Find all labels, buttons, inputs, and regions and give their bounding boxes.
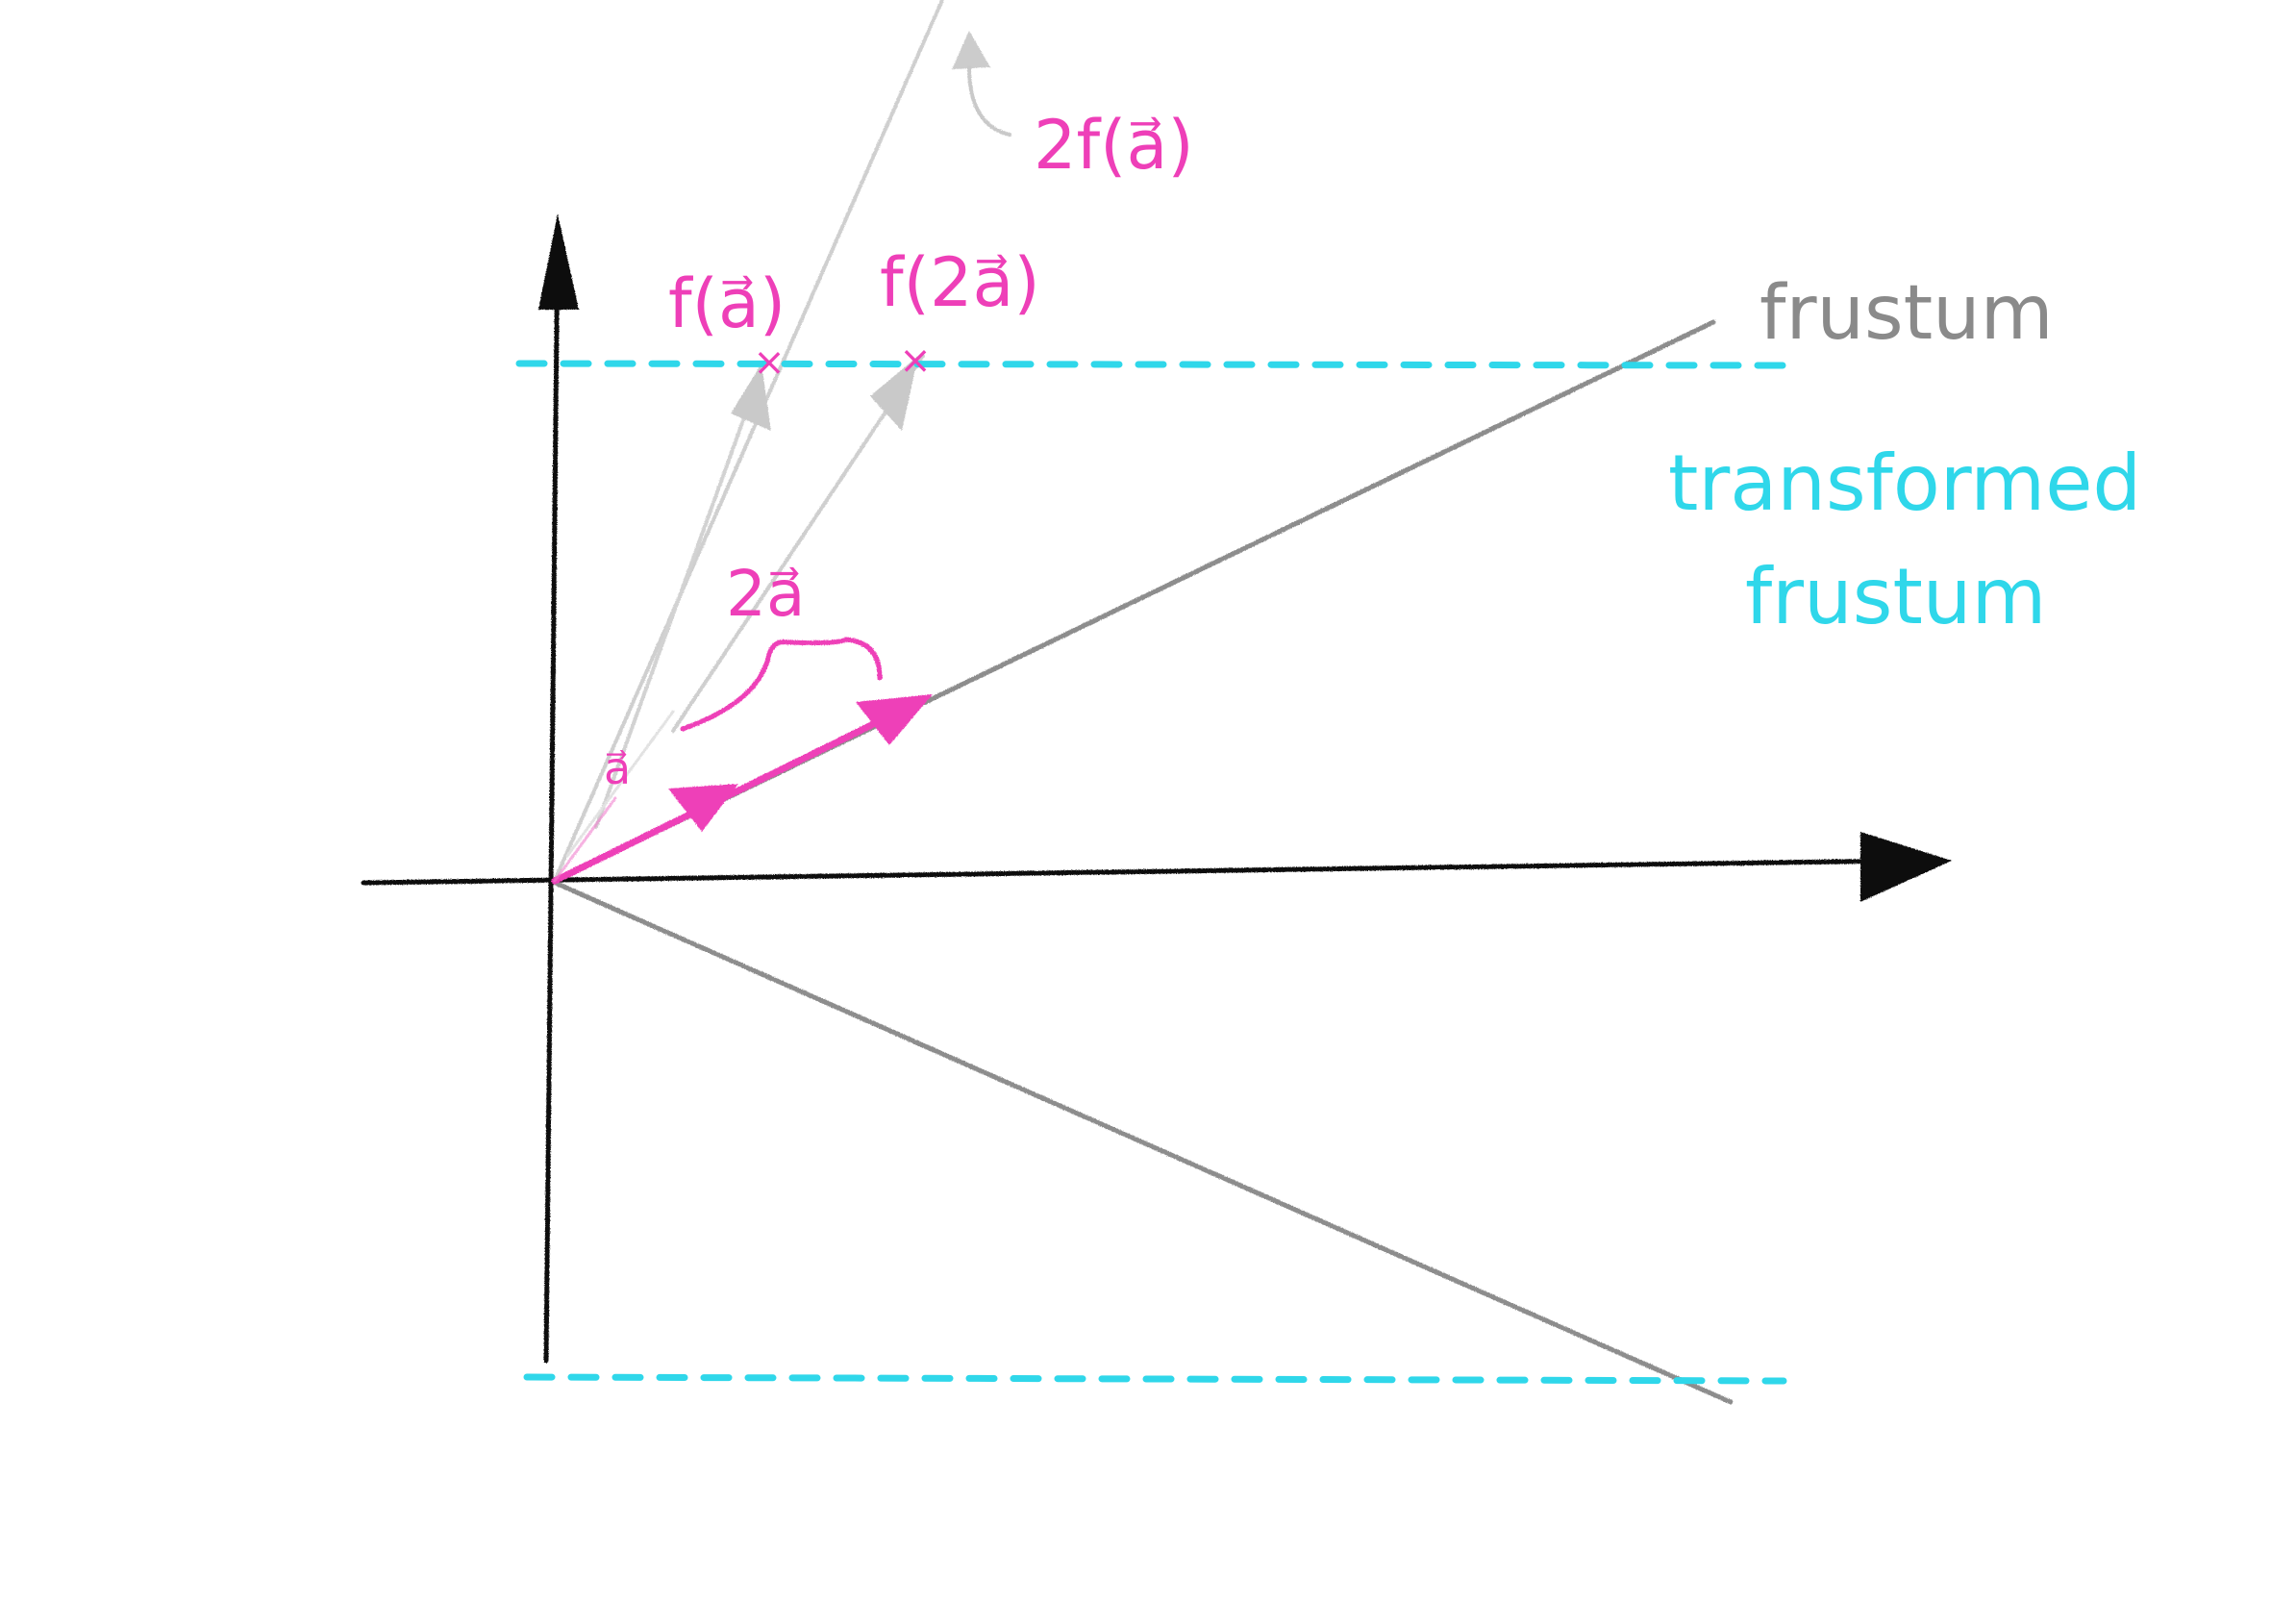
label-transformed: transformed	[1668, 439, 2141, 528]
f-2a-cross: ×	[899, 338, 932, 383]
vector-2a-arrowhead	[856, 694, 933, 745]
2f-a-pointer-curve	[969, 67, 1010, 135]
label-a: a⃗	[604, 742, 631, 794]
transformed-frustum-top	[519, 363, 1784, 365]
x-axis-arrowhead	[1860, 832, 1952, 902]
transformed-frustum-bottom	[527, 1377, 1784, 1381]
frustum-lower-edge	[553, 882, 1731, 1402]
2f-a-arrowhead	[952, 31, 990, 69]
label-frustum: frustum	[1759, 270, 2054, 357]
label-f-2a: f(2a⃗)	[880, 243, 1040, 322]
y-axis-arrowhead	[538, 213, 579, 310]
f-a-cross: ×	[753, 340, 786, 385]
vector-a-arrowhead	[668, 784, 738, 832]
label-2f-a: 2f(a⃗)	[1034, 106, 1194, 185]
2a-brace	[683, 639, 880, 729]
axes	[363, 213, 1952, 1361]
label-transformed-frustum: frustum	[1745, 552, 2046, 641]
label-2a: 2a⃗	[726, 557, 805, 631]
y-axis	[546, 231, 558, 1361]
label-f-a: f(a⃗)	[668, 264, 786, 343]
